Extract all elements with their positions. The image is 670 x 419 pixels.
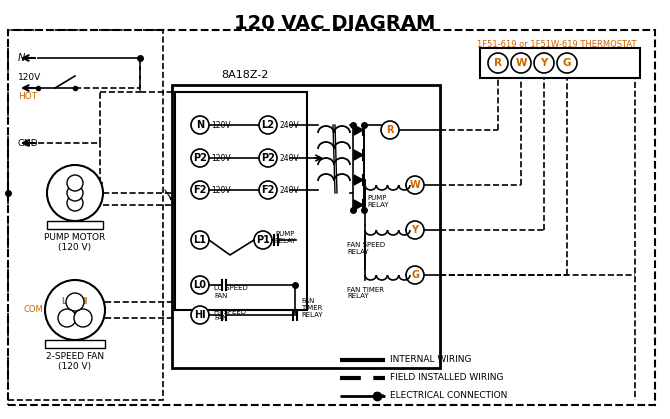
Polygon shape [354,175,363,185]
Text: G: G [411,270,419,280]
Text: FAN
TIMER
RELAY: FAN TIMER RELAY [301,298,323,318]
Circle shape [191,116,209,134]
Circle shape [488,53,508,73]
Circle shape [58,309,76,327]
Circle shape [67,195,83,211]
Text: 120 VAC DIAGRAM: 120 VAC DIAGRAM [234,14,436,33]
Text: L0: L0 [194,280,206,290]
Circle shape [74,309,92,327]
Text: HI: HI [78,297,88,307]
Text: 120V: 120V [211,153,230,163]
Text: LO SPEED
FAN: LO SPEED FAN [214,285,248,298]
Text: ELECTRICAL CONNECTION: ELECTRICAL CONNECTION [390,391,507,401]
Text: G: G [563,58,572,68]
Text: N: N [196,120,204,130]
Polygon shape [354,150,363,160]
Text: 8A18Z-2: 8A18Z-2 [221,70,269,80]
Circle shape [406,176,424,194]
Circle shape [259,116,277,134]
Circle shape [259,181,277,199]
Text: Y: Y [411,225,419,235]
Text: FAN SPEED
RELAY: FAN SPEED RELAY [347,241,385,254]
Text: F2: F2 [194,185,206,195]
Text: PUMP
RELAY: PUMP RELAY [367,194,389,207]
Circle shape [191,181,209,199]
Circle shape [47,165,103,221]
Text: R: R [386,125,394,135]
Text: N: N [18,53,25,63]
Text: W: W [409,180,420,190]
Circle shape [67,185,83,201]
Text: F2: F2 [261,185,275,195]
Circle shape [254,231,272,249]
Text: P2: P2 [193,153,207,163]
Circle shape [534,53,554,73]
Text: 120V: 120V [18,72,42,82]
Circle shape [67,175,83,191]
Bar [8,30,163,400]
Text: 1F51-619 or 1F51W-619 THERMOSTAT: 1F51-619 or 1F51W-619 THERMOSTAT [477,40,636,49]
Text: PUMP
RELAY: PUMP RELAY [274,230,295,243]
Bar [172,85,440,368]
Bar [8,30,655,405]
Text: FAN TIMER
RELAY: FAN TIMER RELAY [347,287,384,300]
Text: 120V: 120V [211,121,230,129]
Text: 240V: 240V [279,153,299,163]
Text: INTERNAL WIRING: INTERNAL WIRING [390,355,472,365]
Text: R: R [494,58,502,68]
Text: PUMP MOTOR
(120 V): PUMP MOTOR (120 V) [44,233,106,252]
Bar [47,221,103,229]
Text: P1: P1 [256,235,270,245]
Text: HI: HI [194,310,206,320]
Circle shape [45,280,105,340]
Text: P2: P2 [261,153,275,163]
Circle shape [191,149,209,167]
Circle shape [66,293,84,311]
Text: Y: Y [540,58,547,68]
Circle shape [381,121,399,139]
Bar [175,92,307,310]
Circle shape [191,306,209,324]
Text: FIELD INSTALLED WIRING: FIELD INSTALLED WIRING [390,373,503,383]
Circle shape [191,276,209,294]
Text: L1: L1 [194,235,206,245]
Circle shape [406,221,424,239]
Text: LO: LO [62,297,72,307]
Circle shape [511,53,531,73]
Circle shape [406,266,424,284]
Text: GND: GND [18,139,39,147]
Circle shape [191,231,209,249]
Text: L2: L2 [261,120,275,130]
Text: 2-SPEED FAN
(120 V): 2-SPEED FAN (120 V) [46,352,104,371]
Text: 240V: 240V [279,186,299,194]
Text: HI SPEED
FAN: HI SPEED FAN [214,308,246,321]
Text: COM: COM [23,305,43,315]
Circle shape [557,53,577,73]
Text: 240V: 240V [279,121,299,129]
Bar [480,48,640,78]
Bar [45,340,105,348]
Text: HOT: HOT [18,91,37,101]
Polygon shape [354,125,363,135]
Circle shape [259,149,277,167]
Text: 120V: 120V [211,186,230,194]
Polygon shape [354,200,363,210]
Text: W: W [515,58,527,68]
